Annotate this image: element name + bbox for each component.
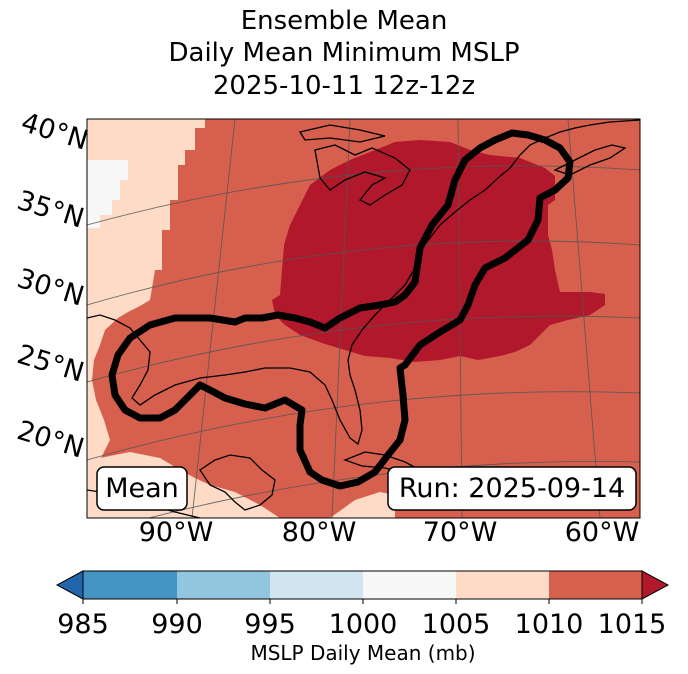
lat-label-25n: 25°N bbox=[13, 339, 87, 389]
colorbar-label: MSLP Daily Mean (mb) bbox=[250, 641, 475, 665]
mean-box-text: Mean bbox=[105, 473, 179, 504]
yucatan bbox=[199, 454, 276, 511]
run-box: Run: 2025-09-14 bbox=[387, 466, 637, 511]
meridian-60w bbox=[567, 119, 601, 518]
colorbar-segment-985-990 bbox=[83, 571, 177, 599]
lat-label-40n: 40°N bbox=[17, 107, 91, 157]
lon-label-70w: 70°W bbox=[423, 517, 498, 548]
field-below-1005 bbox=[87, 160, 128, 228]
parallel-25n bbox=[87, 315, 640, 383]
colorbar-tick-marks bbox=[82, 599, 643, 604]
title-line-1: Ensemble Mean bbox=[240, 6, 448, 36]
parallel-40n bbox=[87, 82, 640, 118]
colorbar-tick-1015: 1015 bbox=[598, 609, 667, 640]
map-frame bbox=[86, 118, 641, 519]
colorbar-segment-995-1000 bbox=[270, 571, 363, 599]
lat-label-20n: 20°N bbox=[13, 415, 87, 465]
colorbar-tick-1005: 1005 bbox=[422, 609, 491, 640]
parallel-30n bbox=[87, 240, 640, 306]
nova-scotia bbox=[553, 144, 627, 176]
great-lakes bbox=[314, 144, 411, 206]
mean-box: Mean bbox=[96, 466, 188, 511]
field-1005-1010-west bbox=[87, 119, 205, 470]
run-box-text: Run: 2025-09-14 bbox=[399, 473, 625, 504]
parallel-20n bbox=[87, 391, 640, 461]
colorbar-tick-1010: 1010 bbox=[515, 609, 584, 640]
gulf-coast bbox=[87, 314, 363, 446]
colorbar-segment-990-995 bbox=[177, 571, 270, 599]
lon-label-90w: 90°W bbox=[139, 517, 214, 548]
colorbar-segment-1000-1005 bbox=[363, 571, 456, 599]
colorbar-tick-1000: 1000 bbox=[329, 609, 398, 640]
lat-label-35n: 35°N bbox=[13, 185, 87, 235]
lat-label-30n: 30°N bbox=[13, 263, 87, 313]
colorbar-extend-low bbox=[55, 570, 84, 600]
colorbar-tick-990: 990 bbox=[151, 609, 203, 640]
colorbar-segment-1010-1015 bbox=[549, 571, 642, 599]
title-line-3: 2025-10-11 12z-12z bbox=[212, 71, 476, 101]
colorbar-extend-high bbox=[641, 570, 670, 600]
colorbar-tick-985: 985 bbox=[57, 609, 109, 640]
contour-1015 bbox=[108, 129, 574, 490]
lon-label-80w: 80°W bbox=[282, 517, 357, 548]
colorbar: 985 990 995 1000 1005 1010 1015 MSLP Dai… bbox=[55, 570, 670, 665]
field-1005-1010-southeast bbox=[330, 492, 395, 518]
colorbar-tick-995: 995 bbox=[244, 609, 296, 640]
title-line-2: Daily Mean Minimum MSLP bbox=[168, 38, 520, 68]
lon-label-60w: 60°W bbox=[565, 517, 640, 548]
colorbar-segment-1005-1010 bbox=[456, 571, 549, 599]
lake-superior bbox=[298, 124, 386, 143]
